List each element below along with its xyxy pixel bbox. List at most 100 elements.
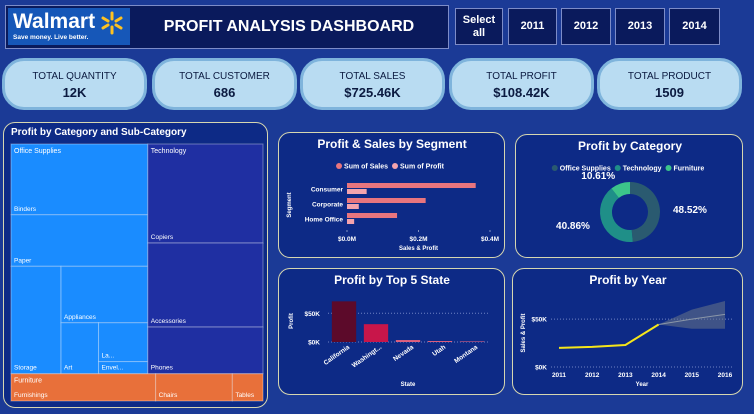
donut-slice <box>611 182 630 198</box>
bar <box>427 341 453 342</box>
chart-title: Profit by Year <box>589 273 666 287</box>
y-axis-label: Sales & Profit <box>521 313 527 352</box>
treemap-cell-label: Art <box>64 365 73 372</box>
treemap-cell-label: Phones <box>151 365 174 372</box>
kpi-label: TOTAL CUSTOMER <box>179 71 270 82</box>
kpi-value: 1509 <box>655 85 684 100</box>
x-tick-label: 2014 <box>651 372 666 379</box>
kpi-value: $108.42K <box>493 85 550 100</box>
treemap-group-label: Office Supplies <box>14 148 61 155</box>
bar <box>395 340 421 342</box>
treemap-cell-label: La... <box>102 353 115 360</box>
kpi-value: $725.46K <box>344 85 401 100</box>
treemap-cell <box>231 373 264 402</box>
kpi-card: TOTAL SALES $725.46K <box>300 58 445 110</box>
x-tick-label: California <box>323 344 352 367</box>
chart-title: Profit by Category and Sub-Category <box>11 127 187 138</box>
legend-label: Furniture <box>674 166 705 173</box>
bar <box>331 301 357 342</box>
y-tick-label: $0K <box>308 340 320 347</box>
slicer-button[interactable]: 2011 <box>508 8 557 45</box>
legend-marker <box>551 165 558 171</box>
slicer-button[interactable]: Select all <box>455 8 503 45</box>
treemap-panel: Profit by Category and Sub-Category Binde… <box>3 122 268 408</box>
bar <box>363 324 389 342</box>
bar <box>459 341 485 342</box>
x-axis-label: State <box>401 382 416 388</box>
dashboard-title: PROFIT ANALYSIS DASHBOARD <box>163 17 415 35</box>
donut-slice <box>600 188 633 242</box>
logo-spark <box>101 11 123 35</box>
treemap-cell-label: Chairs <box>159 392 179 399</box>
x-tick-label: 2013 <box>618 372 633 379</box>
y-tick-label: $50K <box>531 317 547 324</box>
category-chart: Profit by Category Office Supplies Technol… <box>551 139 707 242</box>
x-tick-label: 2011 <box>552 372 566 379</box>
bar <box>347 183 476 188</box>
treemap-cell-label: Copiers <box>151 234 174 241</box>
x-tick-label: Nevada <box>392 344 415 363</box>
slicer-button[interactable]: 2014 <box>669 8 720 45</box>
treemap-cell-label: Storage <box>14 365 37 372</box>
kpi-card: TOTAL CUSTOMER 686 <box>152 58 297 110</box>
line-series <box>658 313 726 325</box>
bar <box>347 189 367 194</box>
state-panel: Profit by Top 5 State $0K $50K California Wa… <box>278 268 505 395</box>
legend-marker <box>336 163 343 169</box>
treemap-cell-label: Accessories <box>151 318 187 325</box>
chart-title: Profit by Top 5 State <box>334 273 450 287</box>
data-label: 40.86% <box>556 221 590 232</box>
legend-marker <box>614 165 621 171</box>
kpi-card: TOTAL PRODUCT 1509 <box>597 58 742 110</box>
kpi-value: 12K <box>62 85 87 100</box>
treemap-chart: Profit by Category and Sub-Category Binde… <box>10 127 264 402</box>
y-axis-label: Profit <box>289 313 295 329</box>
x-axis-label: Sales & Profit <box>399 246 438 252</box>
kpi-card: TOTAL PROFIT $108.42K <box>449 58 594 110</box>
x-tick-label: Washingt... <box>351 344 383 370</box>
treemap-cell-label: Envel... <box>102 365 124 372</box>
legend-marker <box>665 165 672 171</box>
treemap-cell <box>60 265 149 324</box>
data-label: 48.52% <box>673 205 707 216</box>
treemap-cell-label: Furnishings <box>14 392 48 399</box>
data-label: 10.61% <box>581 171 615 182</box>
bar <box>347 204 359 209</box>
treemap-cell <box>147 326 264 375</box>
legend-label: Technology <box>623 166 662 173</box>
forecast-band <box>658 300 725 329</box>
treemap-cell <box>147 143 264 244</box>
treemap-cell-label: Tables <box>235 392 255 399</box>
x-tick-label: $0.2M <box>409 236 427 243</box>
treemap-cell-label: Paper <box>14 257 32 264</box>
legend-label: Sum of Profit <box>400 164 445 171</box>
slicer-button[interactable]: 2012 <box>561 8 611 45</box>
segment-chart: Profit & Sales by Segment Sum of Sales Sum… <box>287 137 499 252</box>
x-tick-label: Montana <box>453 344 479 365</box>
year-chart: Profit by Year $0K $50K 2011 2012 2013 2014 201… <box>521 273 733 388</box>
x-tick-label: $0.4M <box>481 236 499 243</box>
x-tick-label: 2016 <box>718 372 733 379</box>
donut-slice <box>630 182 661 242</box>
treemap-cell-label: Appliances <box>64 314 97 321</box>
bar <box>347 213 398 218</box>
treemap-cell-label: Binders <box>14 206 37 213</box>
y-tick-label: $50K <box>304 311 320 318</box>
year-panel: Profit by Year $0K $50K 2011 2012 2013 2014 201… <box>512 268 743 395</box>
chart-title: Profit by Category <box>578 139 682 153</box>
y-axis-label: Segment <box>287 192 293 217</box>
treemap-group-label: Technology <box>151 148 187 155</box>
legend-label: Sum of Sales <box>344 164 388 171</box>
line-series <box>558 323 660 349</box>
y-tick-label: $0K <box>535 365 547 372</box>
slicer-button[interactable]: 2013 <box>615 8 665 45</box>
kpi-card: TOTAL QUANTITY 12K <box>2 58 147 110</box>
treemap-cell <box>10 265 62 375</box>
segment-panel: Profit & Sales by Segment Sum of Sales Sum… <box>278 132 505 258</box>
treemap-cell <box>60 322 100 375</box>
treemap-cell <box>147 242 264 328</box>
legend-label: Office Supplies <box>560 166 611 173</box>
y-tick-label: Corporate <box>312 202 343 209</box>
treemap-cell <box>10 214 149 267</box>
